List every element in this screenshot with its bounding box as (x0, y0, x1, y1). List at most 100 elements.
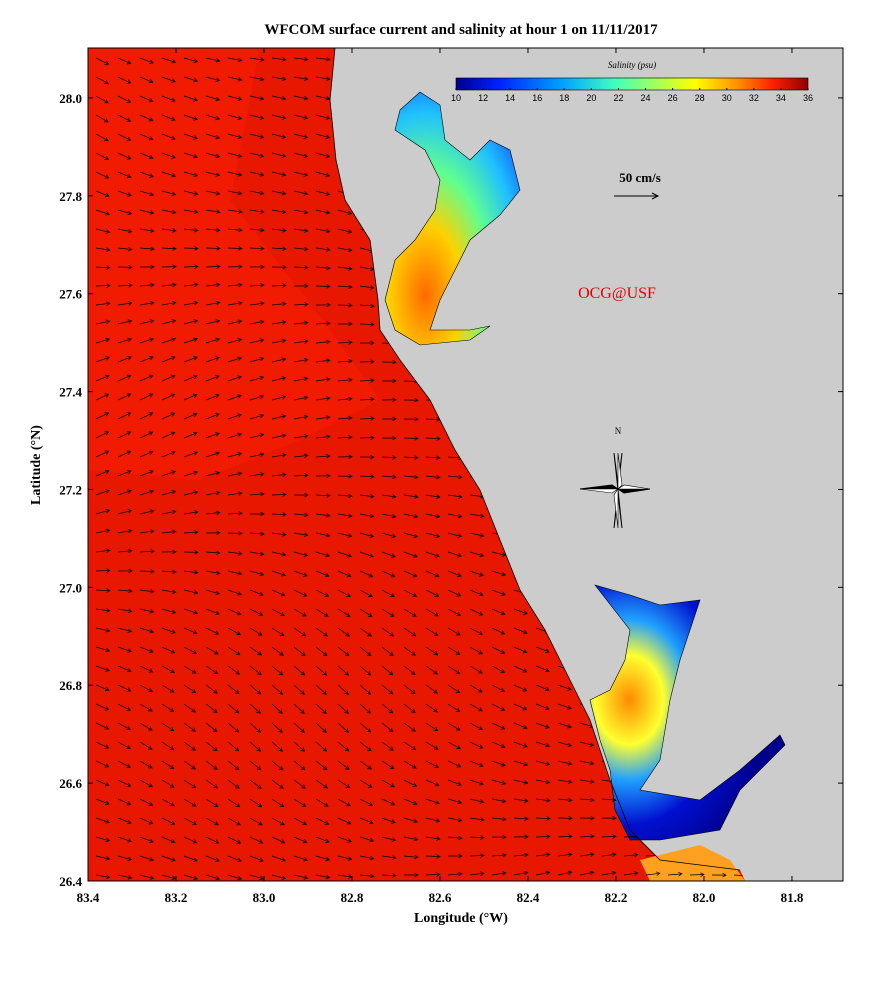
vector (139, 817, 154, 825)
vector (315, 396, 331, 401)
vector (359, 416, 375, 421)
vector (95, 627, 111, 633)
vector (95, 608, 111, 613)
vector (161, 529, 177, 535)
vector (315, 171, 331, 178)
vector (117, 209, 133, 216)
vector (271, 301, 287, 307)
vector (183, 589, 199, 595)
x-axis-label: Longitude (°W) (414, 911, 508, 926)
vector (205, 817, 219, 826)
vector (117, 393, 132, 401)
vector (227, 471, 243, 477)
vector (249, 319, 265, 325)
vector (403, 854, 419, 860)
vector (293, 114, 309, 120)
vector (205, 665, 219, 675)
vector (139, 190, 155, 197)
vector (315, 190, 331, 196)
vector (271, 246, 287, 251)
vector (117, 489, 132, 496)
vector (447, 760, 462, 768)
vector (337, 340, 353, 345)
x-tick-label: 83.2 (165, 890, 188, 905)
vector (425, 589, 440, 597)
vector (337, 741, 350, 752)
vector (447, 608, 462, 616)
vector (315, 570, 330, 578)
vector (161, 152, 176, 159)
vector (381, 608, 395, 617)
vector (249, 264, 265, 270)
vector (183, 798, 197, 807)
vector (117, 283, 133, 288)
vector (557, 834, 573, 839)
vector (161, 722, 175, 732)
vector (161, 319, 177, 325)
vector (227, 432, 243, 439)
vector (161, 95, 176, 102)
vector (161, 209, 177, 215)
vector (95, 114, 109, 123)
vector (139, 133, 154, 141)
vector (425, 817, 441, 823)
vector (183, 684, 197, 694)
vector (161, 684, 175, 693)
vector (469, 835, 485, 840)
vector (205, 530, 221, 536)
vector (337, 228, 353, 234)
vector (315, 532, 331, 538)
vector (183, 490, 199, 496)
vector (117, 798, 132, 806)
vector (293, 320, 309, 326)
vector (381, 684, 394, 695)
vector (95, 190, 110, 198)
vector (557, 779, 573, 784)
vector (249, 433, 265, 439)
vector (403, 436, 419, 441)
vector (227, 817, 241, 826)
vector (733, 873, 745, 878)
vector (183, 209, 199, 215)
colorbar-tick-label: 10 (451, 93, 461, 103)
vector (95, 374, 110, 382)
vector (403, 798, 418, 806)
vector (271, 492, 287, 497)
vector (161, 470, 176, 477)
salinity-patch (88, 48, 380, 480)
vector (161, 836, 176, 844)
vector (491, 798, 507, 804)
vector (403, 703, 416, 713)
vector (183, 570, 199, 575)
vector (315, 321, 331, 326)
vector (623, 871, 639, 876)
vector (183, 227, 199, 233)
vector (95, 301, 111, 306)
vector (139, 246, 155, 252)
vector (161, 171, 177, 178)
vector (579, 870, 595, 876)
vector (381, 570, 396, 578)
vector (183, 171, 199, 178)
vector (161, 300, 177, 306)
vector (139, 779, 153, 788)
vector (403, 665, 416, 675)
vector (183, 319, 199, 325)
vector (205, 760, 218, 770)
vector (139, 760, 153, 769)
vector (359, 817, 374, 825)
vector (491, 779, 507, 785)
vector (95, 57, 110, 65)
vector (601, 852, 617, 857)
vector (117, 450, 132, 458)
vector (161, 490, 177, 496)
vector (117, 228, 133, 234)
vector (139, 57, 154, 64)
vector (293, 684, 305, 695)
vector (469, 589, 484, 597)
vector (293, 283, 309, 289)
vector (271, 722, 283, 733)
vector (183, 264, 199, 269)
vector (227, 741, 240, 752)
vector (271, 95, 287, 101)
